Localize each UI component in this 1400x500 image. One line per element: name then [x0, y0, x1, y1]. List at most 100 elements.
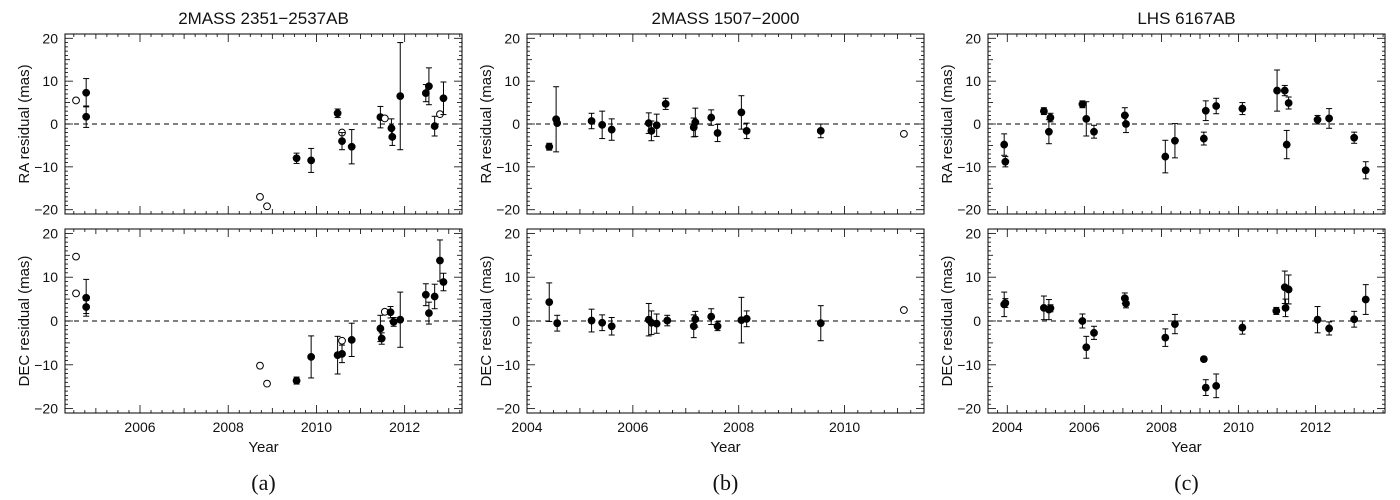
data-point: [439, 278, 448, 286]
data-point: [1313, 115, 1322, 124]
data-point: [1284, 285, 1293, 294]
y-tick-label: 10: [504, 269, 520, 285]
data-point: [1046, 113, 1055, 122]
data-point: [1325, 114, 1334, 123]
data-point: [396, 92, 405, 101]
data-point: [1171, 320, 1179, 328]
data-point: [82, 303, 91, 311]
data-point: [1122, 120, 1130, 128]
y-tick-label: 20: [504, 30, 520, 46]
x-tick-label: 2006: [617, 419, 648, 435]
data-point: [430, 122, 439, 131]
open-data-point: [263, 202, 271, 211]
data-point: [1044, 127, 1053, 136]
open-data-point: [72, 289, 80, 298]
y-tick-label: 10: [504, 73, 520, 89]
data-point: [1161, 152, 1170, 161]
y-axis-label: RA residual (mas): [939, 64, 956, 183]
y-tick-label: 0: [512, 313, 520, 329]
y-axis-label: RA residual (mas): [16, 64, 33, 183]
data-point: [1039, 107, 1048, 116]
data-point: [652, 319, 661, 328]
y-tick-label: −10: [34, 159, 58, 175]
y-axis-label: DEC residual (mas): [478, 256, 495, 387]
data-point: [376, 324, 385, 333]
panel-caption: (c): [1174, 470, 1198, 495]
data-point: [1201, 383, 1210, 392]
data-point: [439, 94, 448, 103]
open-data-point: [380, 114, 389, 123]
data-point: [707, 113, 716, 122]
data-point: [430, 292, 439, 301]
data-point: [386, 308, 395, 317]
data-point: [377, 334, 386, 343]
y-tick-label: −10: [34, 357, 58, 373]
y-tick-label: −20: [957, 202, 981, 218]
x-tick-label: 2010: [1223, 419, 1254, 435]
y-tick-label: −20: [496, 401, 520, 417]
data-point: [1001, 299, 1010, 307]
data-point: [691, 118, 700, 127]
data-point: [436, 256, 444, 265]
data-point: [691, 315, 700, 324]
data-point: [816, 126, 825, 135]
data-point: [1046, 304, 1055, 313]
data-point: [1313, 315, 1322, 324]
data-point: [421, 290, 430, 299]
data-point: [1238, 104, 1247, 113]
data-point: [1272, 307, 1281, 315]
y-tick-label: 20: [42, 225, 58, 241]
y-tick-label: 10: [42, 269, 58, 285]
y-axis-label: RA residual (mas): [478, 64, 495, 183]
data-point: [607, 125, 616, 134]
data-point: [1201, 106, 1210, 115]
y-tick-label: 0: [973, 116, 981, 132]
y-tick-label: −20: [957, 401, 981, 417]
x-tick-label: 2012: [389, 419, 420, 435]
x-tick-label: 2008: [1146, 419, 1177, 435]
data-point: [1001, 157, 1010, 166]
data-point: [1082, 114, 1091, 123]
open-data-point: [256, 361, 264, 370]
data-point: [292, 154, 301, 163]
data-point: [333, 109, 342, 118]
data-point: [553, 119, 562, 128]
data-point: [742, 126, 751, 135]
x-tick-label: 2010: [829, 419, 860, 435]
panel-caption: (a): [251, 470, 275, 495]
data-point: [1284, 99, 1293, 107]
y-tick-label: −20: [496, 202, 520, 218]
data-point: [598, 318, 607, 327]
open-data-point: [338, 336, 346, 345]
data-point: [1161, 333, 1170, 342]
data-point: [647, 126, 656, 135]
data-point: [347, 142, 356, 151]
panel-caption: (b): [713, 470, 739, 495]
data-point: [587, 117, 596, 125]
y-tick-label: −10: [496, 159, 520, 175]
data-point: [1350, 133, 1359, 142]
data-point: [307, 156, 316, 165]
data-point: [1238, 323, 1247, 332]
data-point: [1078, 317, 1087, 325]
data-point: [1122, 299, 1130, 308]
y-tick-label: −20: [34, 401, 58, 417]
data-point: [737, 108, 746, 117]
y-tick-label: 0: [50, 116, 58, 132]
data-point: [607, 322, 616, 331]
data-point: [713, 129, 722, 137]
x-tick-label: 2006: [124, 419, 155, 435]
data-point: [338, 349, 346, 358]
data-point: [292, 376, 301, 385]
data-point: [425, 309, 433, 318]
data-point: [661, 99, 670, 108]
y-tick-label: −10: [496, 357, 520, 373]
data-point: [1199, 134, 1208, 143]
y-tick-label: 20: [965, 30, 981, 46]
data-point: [1281, 303, 1290, 312]
y-tick-label: 0: [512, 116, 520, 132]
data-point: [742, 314, 751, 323]
y-tick-label: −10: [957, 357, 981, 373]
data-point: [1212, 102, 1221, 110]
data-point: [1171, 136, 1179, 145]
